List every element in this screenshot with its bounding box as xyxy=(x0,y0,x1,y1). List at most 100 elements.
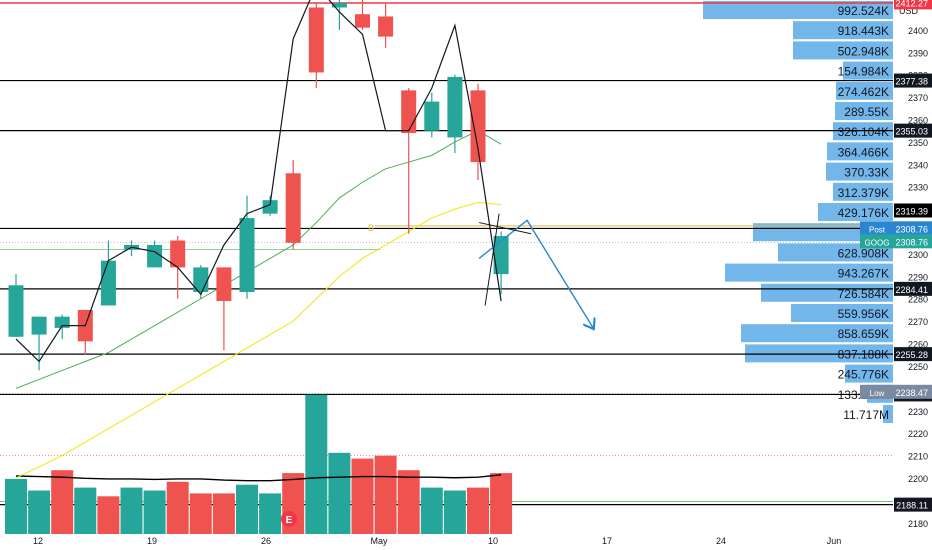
volume-bar xyxy=(259,493,282,534)
volume-profile-bar xyxy=(843,61,893,80)
volume-bar xyxy=(74,487,97,534)
price-tick-label: 2230 xyxy=(908,407,928,417)
current-price-label: 2308.76 xyxy=(895,237,928,247)
price-tick-label: 2180 xyxy=(908,519,928,529)
time-tick-label: 17 xyxy=(602,536,612,546)
volume-profile-label: 326.104K xyxy=(838,125,889,139)
volume-bar xyxy=(51,470,74,534)
green-moving-average xyxy=(15,130,502,389)
event-marker-label: E xyxy=(286,515,293,526)
volume-profile-label: 154.984K xyxy=(838,65,889,79)
current-price-tag xyxy=(894,0,932,10)
currency-label: USD xyxy=(899,6,919,16)
price-tick-label: 2390 xyxy=(908,48,928,58)
volume-profile-label: 274.462K xyxy=(838,85,889,99)
volume-profile-bar xyxy=(753,223,893,242)
current-price-tag xyxy=(894,234,932,249)
price-tick-label: 2350 xyxy=(908,138,928,148)
price-tick-label: 2370 xyxy=(908,93,928,103)
volume-profile-bar xyxy=(745,344,893,363)
price-tick-label: 2280 xyxy=(908,295,928,305)
candle-body xyxy=(239,218,255,293)
volume-profile: 992.524K 918.443K 502.948K 154.984K 274.462K… xyxy=(703,1,893,423)
volume-profile-label: 312.379K xyxy=(838,186,889,200)
level-price-tag xyxy=(894,73,932,88)
volume-profile-label: 245.776K xyxy=(838,368,889,382)
candle-body xyxy=(262,200,278,214)
volume-moving-average xyxy=(15,474,502,482)
price-tag-prefix xyxy=(860,221,894,236)
price-tick-label: 2300 xyxy=(908,250,928,260)
volume-bar xyxy=(28,490,51,534)
current-price-label: 2308.76 xyxy=(895,224,928,234)
candle-body xyxy=(147,244,163,268)
current-price-label: 2238.47 xyxy=(895,388,928,398)
volume-profile-bar xyxy=(827,142,893,161)
volume-bar xyxy=(467,487,489,534)
volume-bar xyxy=(5,478,27,534)
price-axis-background xyxy=(894,0,932,550)
candle-body xyxy=(401,90,417,133)
price-tick-label: 2340 xyxy=(908,160,928,170)
candle-body xyxy=(8,285,24,337)
price-tag-prefix xyxy=(860,384,894,399)
price-tag-prefix-label: GOOG xyxy=(865,238,890,247)
candle-body xyxy=(447,76,463,138)
volume-bar xyxy=(143,490,166,534)
volume-profile-label: 858.659K xyxy=(838,327,889,341)
level-price-tag xyxy=(894,347,932,362)
volume-profile-label: 370.33K xyxy=(844,166,889,180)
volume-bar xyxy=(120,487,143,534)
price-tick-label: 2360 xyxy=(908,116,928,126)
candle-body xyxy=(470,90,486,163)
time-tick-label: 19 xyxy=(147,536,157,546)
volume-bars xyxy=(5,394,513,534)
time-tick-label: May xyxy=(370,536,388,546)
price-tick-label: 2400 xyxy=(908,26,928,36)
yellow-moving-average xyxy=(15,201,502,479)
price-tick-label: 2200 xyxy=(908,474,928,484)
volume-bar xyxy=(443,490,466,534)
volume-bar xyxy=(189,493,212,534)
volume-bar xyxy=(420,487,443,534)
level-price-label: 2355.03 xyxy=(895,127,928,137)
volume-profile-label: 364.466K xyxy=(838,145,889,159)
current-price-label: 2319.39 xyxy=(895,206,928,216)
level-price-label: 2255.28 xyxy=(895,350,928,360)
volume-bar xyxy=(397,470,420,534)
annotation-letter: B xyxy=(368,223,374,233)
candle-body xyxy=(355,14,370,28)
volume-profile-bar xyxy=(818,203,893,221)
price-tick-label: 2220 xyxy=(908,429,928,439)
candle-body xyxy=(170,240,186,268)
volume-bar xyxy=(212,493,235,534)
level-price-label: 2188.11 xyxy=(896,501,928,511)
volume-bar xyxy=(351,458,374,534)
volume-profile-bar xyxy=(833,182,893,201)
volume-profile-bar xyxy=(836,81,893,100)
volume-profile-label: 726.584K xyxy=(838,287,889,301)
volume-profile-label: 559.956K xyxy=(838,307,889,321)
candle-body xyxy=(54,316,70,328)
candle-body xyxy=(308,7,324,73)
drawing-overlay: BE xyxy=(15,0,593,527)
price-tag-prefix-label: Low xyxy=(870,389,885,398)
volume-profile-bar xyxy=(826,162,893,181)
volume-profile-label: 992.524K xyxy=(838,4,889,18)
volume-bar xyxy=(305,394,328,534)
price-tick-label: 2330 xyxy=(908,183,928,193)
price-tick-label: 2290 xyxy=(908,272,928,282)
volume-bar xyxy=(236,484,258,534)
volume-profile-label: 943.267K xyxy=(838,267,889,281)
current-price-tag xyxy=(894,203,932,218)
time-tick-label: 24 xyxy=(716,536,726,546)
volume-profile-label: 11.717M xyxy=(843,408,889,422)
level-price-label: 2284.41 xyxy=(895,285,928,295)
candle-body xyxy=(493,236,509,275)
volume-bar xyxy=(166,481,189,534)
candle-body xyxy=(331,3,347,8)
price-tick-label: 2260 xyxy=(908,340,928,350)
volume-profile-bar xyxy=(725,263,893,282)
